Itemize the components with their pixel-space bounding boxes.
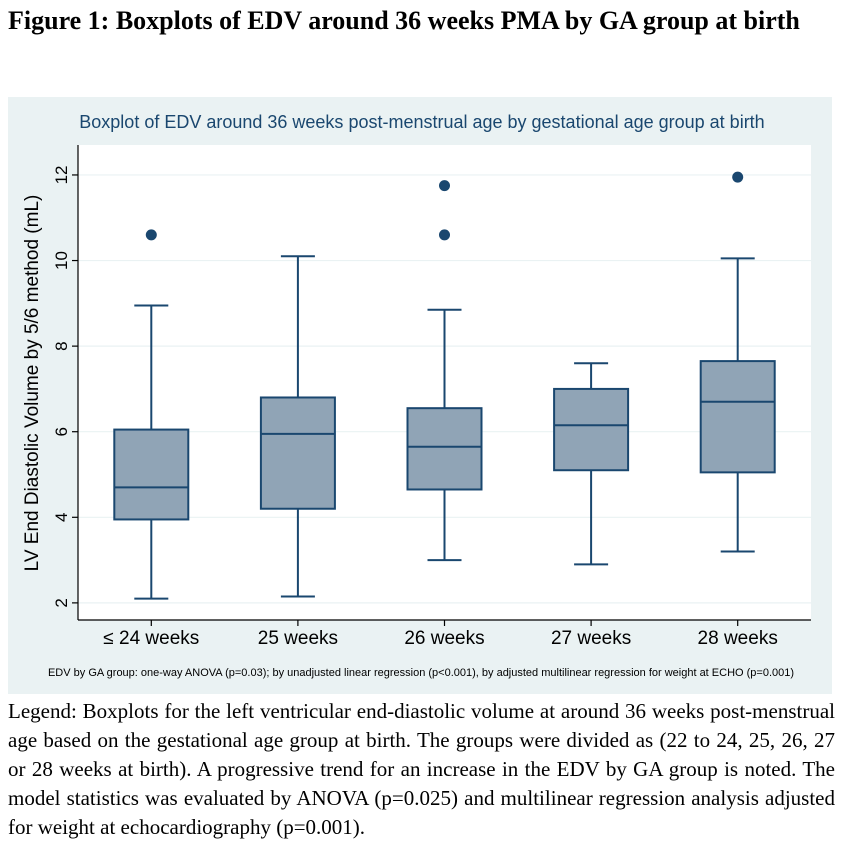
iqr-box xyxy=(553,387,630,472)
boxes xyxy=(113,171,776,600)
iqr-box xyxy=(113,428,190,521)
x-tick-label: 27 weeks xyxy=(551,628,631,649)
y-tick-label: 6 xyxy=(52,427,71,436)
box-group-3 xyxy=(406,180,483,562)
iqr-box xyxy=(259,396,336,510)
outlier-point xyxy=(439,180,450,192)
y-axis-label: LV End Diastolic Volume by 5/6 method (m… xyxy=(22,195,43,572)
box-group-2 xyxy=(259,255,336,598)
boxplot-chart: Boxplot of EDV around 36 weeks post-mens… xyxy=(22,112,811,679)
chart-note: EDV by GA group: one-way ANOVA (p=0.03);… xyxy=(48,667,794,679)
iqr-box xyxy=(406,407,483,491)
box-group-1 xyxy=(113,229,190,600)
axis-ticks: 2 4 6 8 10 12 ≤ 24 weeks 25 weeks 26 weeks 27 wee… xyxy=(52,165,778,649)
y-tick-label: 8 xyxy=(52,341,71,350)
box-group-4 xyxy=(553,362,630,566)
outlier-point xyxy=(732,171,744,183)
outlier-point xyxy=(439,229,450,241)
x-tick-label: ≤ 24 weeks xyxy=(103,628,199,649)
x-tick-label: 25 weeks xyxy=(258,628,338,649)
y-tick-label: 10 xyxy=(52,251,71,270)
chart-title: Boxplot of EDV around 36 weeks post-mens… xyxy=(79,112,764,132)
chart-panel: Boxplot of EDV around 36 weeks post-mens… xyxy=(8,97,832,694)
outlier-point xyxy=(145,229,157,241)
box-group-5 xyxy=(699,171,776,553)
figure-legend: Legend: Boxplots for the left ventricula… xyxy=(8,699,835,839)
y-tick-label: 4 xyxy=(52,513,71,522)
iqr-box xyxy=(699,360,776,474)
x-tick-label: 28 weeks xyxy=(698,628,778,649)
y-tick-label: 2 xyxy=(52,598,71,607)
y-tick-label: 12 xyxy=(52,165,71,184)
figure-title: Figure 1: Boxplots of EDV around 36 week… xyxy=(8,6,800,35)
x-tick-label: 26 weeks xyxy=(404,628,484,649)
